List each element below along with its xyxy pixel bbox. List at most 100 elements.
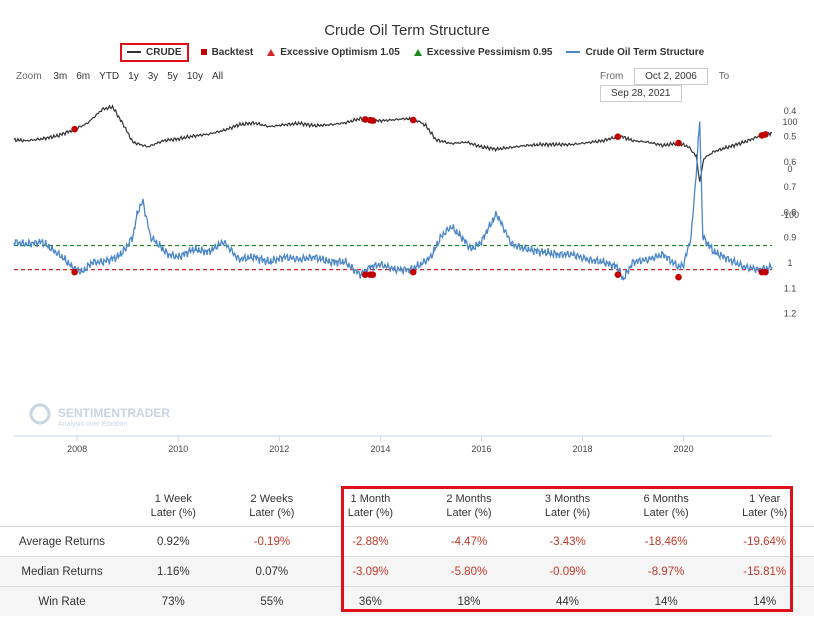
y-tick-label-structure: 0.6 <box>784 157 797 167</box>
backtest-point <box>675 273 682 281</box>
backtest-point-crude <box>71 125 78 133</box>
watermark-tagline: Analysis over Emotion <box>58 421 127 428</box>
x-tick-label: 2010 <box>168 444 188 454</box>
x-tick-label: 2018 <box>572 444 592 454</box>
backtest-point <box>369 271 377 278</box>
table-cell: -3.43% <box>518 526 617 557</box>
table-cell: 14% <box>616 586 716 616</box>
column-header: 2 Weeks Later (%) <box>249 493 295 519</box>
table-cell: 0.07% <box>222 556 322 587</box>
y-tick-label-crude: -100 <box>781 210 799 220</box>
backtest-point <box>71 268 78 276</box>
legend-item[interactable]: Excessive Pessimism 0.95 <box>413 46 553 58</box>
backtest-point-crude <box>361 116 369 123</box>
x-tick-label: 2014 <box>370 444 390 454</box>
table-cell: 55% <box>222 586 322 616</box>
zoom-button-3m[interactable]: 3m <box>53 71 68 82</box>
legend-item[interactable]: CRUDE <box>120 42 189 62</box>
backtest-point-crude <box>614 133 622 141</box>
x-tick-label: 2016 <box>471 444 491 454</box>
row-label: Win Rate <box>0 586 124 616</box>
table-cell: -4.47% <box>419 526 519 557</box>
line-icon <box>127 51 141 53</box>
y-tick-label-structure: 0.8 <box>784 207 797 217</box>
watermark-logo <box>29 403 51 425</box>
y-tick-label-crude: 100 <box>782 117 797 127</box>
row-label: Average Returns <box>0 526 124 557</box>
from-date-input[interactable]: Oct 2, 2006 <box>634 68 708 85</box>
table-cell: -19.64% <box>715 526 814 557</box>
y-tick-label-structure: 0.4 <box>784 106 797 116</box>
table-cell: -3.09% <box>321 556 420 587</box>
table-corner <box>0 486 124 527</box>
backtest-point <box>762 268 769 276</box>
backtest-point <box>361 271 369 278</box>
line-icon <box>566 51 581 53</box>
zoom-button-ytd[interactable]: YTD <box>99 71 120 82</box>
from-label: From <box>600 71 624 82</box>
y-tick-label-structure: 0.5 <box>784 132 797 142</box>
crude-series-line <box>13 104 773 182</box>
y-tick-label-structure: 1.1 <box>784 283 797 293</box>
table-row: Win Rate 73% 55% 36% 18% 44% 14% 14% <box>0 586 814 616</box>
legend-item[interactable]: Backtest <box>200 47 253 58</box>
table-cell: 14% <box>715 586 814 616</box>
to-label: To <box>718 71 730 82</box>
term-structure-series-line <box>13 121 773 281</box>
chart-plot-area: 100 0 -100 1.2 1.1 1 0.9 0.8 0.7 0.6 0.5 0.4 SENTIME… <box>13 104 799 454</box>
column-header: 1 Week Later (%) <box>150 493 196 519</box>
triangle-icon <box>413 48 422 56</box>
column-header: 1 Month Later (%) <box>347 493 394 519</box>
zoom-button-10y[interactable]: 10y <box>186 71 203 82</box>
chart-title: Crude Oil Term Structure <box>324 22 490 39</box>
column-header: 1 Year Later (%) <box>742 493 788 519</box>
backtest-point-crude <box>762 131 769 138</box>
zoom-label: Zoom <box>16 71 42 82</box>
table-cell: -2.88% <box>321 526 420 557</box>
table-cell: -15.81% <box>715 556 814 587</box>
zoom-button-6m[interactable]: 6m <box>76 71 91 82</box>
returns-table: 1 Week Later (%) 2 Weeks Later (%) 1 Month La… <box>0 486 814 616</box>
legend-label: Excessive Optimism 1.05 <box>280 46 400 58</box>
legend-label: Excessive Pessimism 0.95 <box>426 46 553 58</box>
table-cell: 36% <box>321 586 420 616</box>
y-tick-label-structure: 0.9 <box>784 233 797 243</box>
table-row: Average Returns 0.92% -0.19% -2.88% -4.47% -3… <box>0 526 814 557</box>
table-cell: -0.19% <box>222 526 322 557</box>
table-cell: 73% <box>124 586 223 616</box>
table-cell: -5.80% <box>419 556 519 587</box>
table-cell: 0.92% <box>124 526 223 557</box>
table-row: Median Returns 1.16% 0.07% -3.09% -5.80% -0.0… <box>0 556 814 587</box>
backtest-point-crude <box>675 139 682 147</box>
legend-label: CRUDE <box>146 46 182 58</box>
y-tick-label-structure: 0.7 <box>784 182 797 192</box>
legend-item[interactable]: Crude Oil Term Structure <box>566 47 704 58</box>
backtest-point <box>614 271 622 278</box>
table-cell: 1.16% <box>124 556 223 587</box>
column-header: 6 Months Later (%) <box>643 493 689 519</box>
y-tick-label-crude: 0 <box>787 164 792 174</box>
legend-label: Crude Oil Term Structure <box>585 46 705 58</box>
x-tick-label: 2020 <box>674 444 694 454</box>
table-cell: -18.46% <box>616 526 716 557</box>
square-icon <box>200 49 207 55</box>
x-tick-label: 2008 <box>67 444 87 454</box>
backtest-point <box>409 268 417 276</box>
table-cell: 18% <box>419 586 519 616</box>
triangle-icon <box>267 48 276 56</box>
zoom-button-5y[interactable]: 5y <box>167 71 178 82</box>
zoom-button-1y[interactable]: 1y <box>128 71 139 82</box>
column-header: 3 Months Later (%) <box>544 493 591 519</box>
table-cell: 44% <box>518 586 617 616</box>
zoom-button-all[interactable]: All <box>211 71 224 82</box>
watermark-name: SENTIMENTRADER <box>58 406 170 420</box>
x-tick-label: 2012 <box>269 444 289 454</box>
backtest-point-crude <box>409 116 417 124</box>
zoom-button-3y[interactable]: 3y <box>147 71 159 82</box>
backtest-point-crude <box>369 117 377 124</box>
y-tick-label-structure: 1.2 <box>784 309 797 319</box>
row-label: Median Returns <box>0 556 124 587</box>
table-cell: -0.09% <box>518 556 617 587</box>
legend-item[interactable]: Excessive Optimism 1.05 <box>267 47 400 58</box>
to-date-input[interactable]: Sep 28, 2021 <box>600 85 682 102</box>
